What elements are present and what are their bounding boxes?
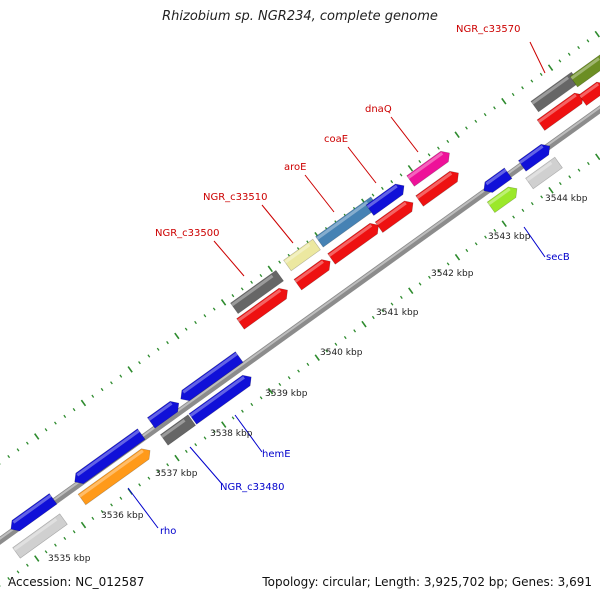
label-leader-line	[234, 414, 263, 453]
label-leader-line	[213, 240, 245, 277]
gene-block-blue[interactable]	[177, 351, 244, 405]
label-leader-line	[529, 41, 546, 74]
gene-labels: NGR_c33570 dnaQ coaE aroE NGR_c33510 NGR_c335…	[155, 24, 570, 537]
gene-label[interactable]: coaE	[324, 134, 348, 145]
gene-label[interactable]: rho	[160, 526, 176, 537]
label-leader-lines	[127, 41, 546, 529]
label-leader-line	[304, 174, 335, 213]
gene-block-blue[interactable]	[188, 372, 255, 425]
label-leader-line	[523, 226, 546, 258]
label-leader-line	[390, 116, 419, 153]
gene-block-blue[interactable]	[480, 167, 513, 196]
gene-block-red[interactable]	[327, 220, 383, 265]
gene-block-blue[interactable]	[517, 141, 553, 172]
gene-block-blue[interactable]	[71, 428, 146, 487]
gene-block-blue[interactable]	[365, 180, 408, 216]
gene-label[interactable]: hemE	[262, 449, 291, 460]
label-leader-line	[347, 146, 377, 184]
tick-label: 3542 kbp	[431, 269, 474, 279]
gene-block-red[interactable]	[293, 256, 334, 291]
genome-summary-text: Topology: circular; Length: 3,925,702 bp…	[262, 575, 592, 589]
tick-labels: 3535 kbp 3536 kbp 3537 kbp 3538 kbp 3539 kbp…	[48, 194, 588, 564]
gene-label[interactable]: NGR_c33510	[203, 192, 268, 203]
gene-block-grey[interactable]	[525, 156, 563, 190]
gene-blocks	[7, 52, 600, 559]
tick-label: 3536 kbp	[101, 511, 144, 521]
tick-label: 3535 kbp	[48, 554, 91, 564]
tick-label: 3544 kbp	[545, 194, 588, 204]
gene-block-darkgrey[interactable]	[159, 414, 197, 446]
gene-block-blue[interactable]	[7, 493, 58, 535]
gene-label[interactable]: NGR_c33570	[456, 24, 521, 35]
tick-dot-lines	[0, 30, 600, 587]
tick-label: 3540 kbp	[320, 348, 363, 358]
label-leader-line	[189, 446, 223, 485]
label-leader-line	[261, 204, 294, 244]
tick-label: 3541 kbp	[376, 308, 419, 318]
gene-label[interactable]: NGR_c33500	[155, 228, 220, 239]
gene-block-red[interactable]	[415, 168, 463, 207]
gene-block-darkgrey[interactable]	[230, 269, 284, 315]
gene-label[interactable]: dnaQ	[365, 104, 392, 115]
gene-label[interactable]: secB	[546, 252, 570, 263]
gene-label[interactable]: NGR_c33480	[220, 482, 285, 493]
gene-block-red[interactable]	[236, 285, 292, 330]
tick-label: 3543 kbp	[488, 232, 531, 242]
label-leader-line	[127, 487, 159, 529]
tick-label: 3538 kbp	[210, 429, 253, 439]
gene-block-grey[interactable]	[12, 513, 68, 559]
gene-block-blue[interactable]	[146, 398, 182, 429]
map-title: Rhizobium sp. NGR234, complete genome	[162, 9, 438, 24]
gene-block-magenta[interactable]	[406, 148, 454, 187]
tick-label: 3539 kbp	[265, 389, 308, 399]
accession-text: Accession: NC_012587	[8, 575, 145, 589]
gene-block-red[interactable]	[578, 79, 600, 106]
gene-block-lime[interactable]	[486, 183, 521, 214]
gene-block-red[interactable]	[374, 197, 417, 233]
gene-label[interactable]: aroE	[284, 162, 306, 173]
gene-block-orange[interactable]	[77, 445, 154, 506]
gene-block-olive[interactable]	[569, 52, 600, 88]
gene-block-yellow[interactable]	[283, 238, 321, 272]
tick-label: 3537 kbp	[155, 469, 198, 479]
